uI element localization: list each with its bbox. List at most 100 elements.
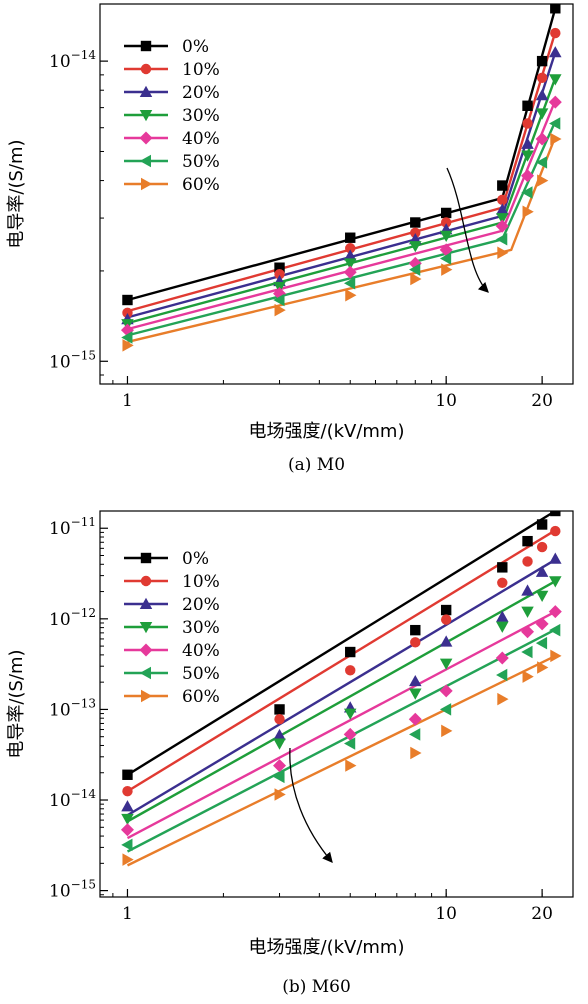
- legend-label: 40%: [182, 129, 220, 149]
- data-point-0pct: [274, 704, 285, 715]
- data-point-50pct: [439, 252, 452, 265]
- data-point-30pct: [496, 621, 509, 633]
- data-point-60pct: [274, 788, 286, 801]
- legend-marker: [139, 110, 153, 122]
- legend-marker: [139, 131, 153, 145]
- fit-line-60pct: [127, 136, 557, 344]
- panel-caption: (b) M60: [282, 977, 351, 997]
- data-point-40pct: [439, 243, 453, 257]
- data-point-40pct: [548, 95, 562, 109]
- data-point-30pct: [549, 576, 562, 588]
- panel-b: 1 10 20 10−15 10−14 10−13 10−12 10−11 电场强度/(kV/m…: [6, 510, 574, 997]
- data-point-60pct: [550, 649, 562, 663]
- legend-label: 20%: [182, 595, 220, 615]
- data-point-0pct: [550, 4, 561, 14]
- data-point-40pct: [535, 132, 549, 146]
- data-point-30pct: [409, 241, 422, 253]
- legend-marker: [140, 63, 152, 75]
- data-point-0pct: [122, 294, 133, 306]
- data-point-10pct: [410, 227, 421, 238]
- data-point-0pct: [440, 604, 452, 616]
- legend-marker: [140, 552, 152, 564]
- x-axis-label: 电场强度/(kV/mm): [249, 421, 405, 442]
- data-point-60pct: [522, 205, 534, 218]
- data-point-30pct: [273, 738, 286, 750]
- data-point-0pct: [536, 55, 548, 67]
- data-point-20pct: [496, 610, 509, 622]
- data-point-50pct: [535, 156, 548, 169]
- data-point-10pct: [440, 217, 452, 228]
- legend-label: 30%: [182, 618, 220, 638]
- data-point-10pct: [497, 194, 508, 206]
- data-point-20pct: [535, 88, 549, 101]
- data-point-0pct: [274, 262, 285, 273]
- data-point-50pct: [439, 703, 452, 716]
- data-point-10pct: [497, 577, 508, 588]
- data-point-10pct: [536, 541, 548, 553]
- data-point-60pct: [345, 759, 357, 772]
- data-point-50pct: [273, 770, 285, 784]
- data-point-60pct: [497, 246, 509, 259]
- data-point-10pct: [536, 72, 548, 83]
- plot-frame: [99, 3, 574, 385]
- legend-label: 60%: [182, 687, 220, 707]
- fit-line-10pct: [126, 529, 556, 793]
- legend-marker: [139, 154, 151, 168]
- plot-area: [120, 511, 562, 867]
- data-point-40pct: [343, 265, 357, 279]
- data-point-40pct: [521, 625, 535, 639]
- data-point-50pct: [343, 276, 356, 290]
- data-point-60pct: [122, 339, 134, 352]
- y-tick-label: 10−15: [49, 878, 96, 902]
- data-point-50pct: [549, 623, 561, 637]
- legend-label: 40%: [182, 641, 220, 661]
- legend-marker: [141, 689, 153, 703]
- legend: 0% 10% 20% 30% 40% 50% 60%: [124, 37, 220, 195]
- data-point-0pct: [550, 511, 561, 517]
- data-point-60pct: [345, 288, 357, 302]
- data-point-20pct: [343, 249, 357, 261]
- fit-line-60pct: [126, 654, 556, 867]
- data-point-40pct: [535, 617, 549, 631]
- panel-a: 1 10 20 10−15 10−14 电场强度/(kV/mm) 电导率/(S/m) (a) …: [6, 3, 574, 475]
- data-point-20pct: [535, 565, 549, 577]
- legend-marker: [139, 666, 151, 680]
- data-point-30pct: [439, 230, 453, 242]
- data-point-30pct: [439, 658, 453, 670]
- data-point-0pct: [410, 217, 421, 228]
- data-point-50pct: [521, 645, 533, 659]
- data-point-0pct: [410, 624, 421, 636]
- data-point-60pct: [497, 692, 509, 706]
- trend-arrow: [446, 167, 489, 293]
- plot-frame: [99, 510, 574, 898]
- legend-label: 0%: [182, 549, 209, 569]
- data-point-0pct: [522, 535, 533, 547]
- data-point-10pct: [550, 525, 561, 537]
- data-point-10pct: [550, 27, 561, 39]
- data-point-40pct: [408, 712, 422, 726]
- data-point-0pct: [536, 519, 548, 530]
- data-point-50pct: [273, 293, 285, 307]
- fit-line-40pct: [126, 610, 556, 840]
- data-point-10pct: [440, 614, 452, 625]
- data-point-30pct: [521, 150, 534, 162]
- data-point-60pct: [441, 724, 453, 738]
- data-point-50pct: [409, 263, 421, 276]
- data-point-60pct: [410, 272, 422, 286]
- x-tick-label: 10: [435, 391, 457, 411]
- data-point-60pct: [550, 132, 562, 146]
- fit-line-20pct: [126, 558, 556, 817]
- data-point-0pct: [522, 100, 533, 111]
- data-point-20pct: [549, 552, 562, 564]
- data-point-20pct: [121, 800, 134, 812]
- data-point-60pct: [122, 853, 134, 866]
- data-point-40pct: [548, 605, 562, 619]
- data-point-10pct: [122, 307, 133, 319]
- data-point-40pct: [521, 169, 535, 183]
- data-point-30pct: [409, 688, 422, 700]
- legend-marker: [139, 643, 153, 657]
- data-point-30pct: [549, 74, 562, 86]
- data-point-50pct: [409, 728, 421, 741]
- data-point-50pct: [496, 233, 508, 246]
